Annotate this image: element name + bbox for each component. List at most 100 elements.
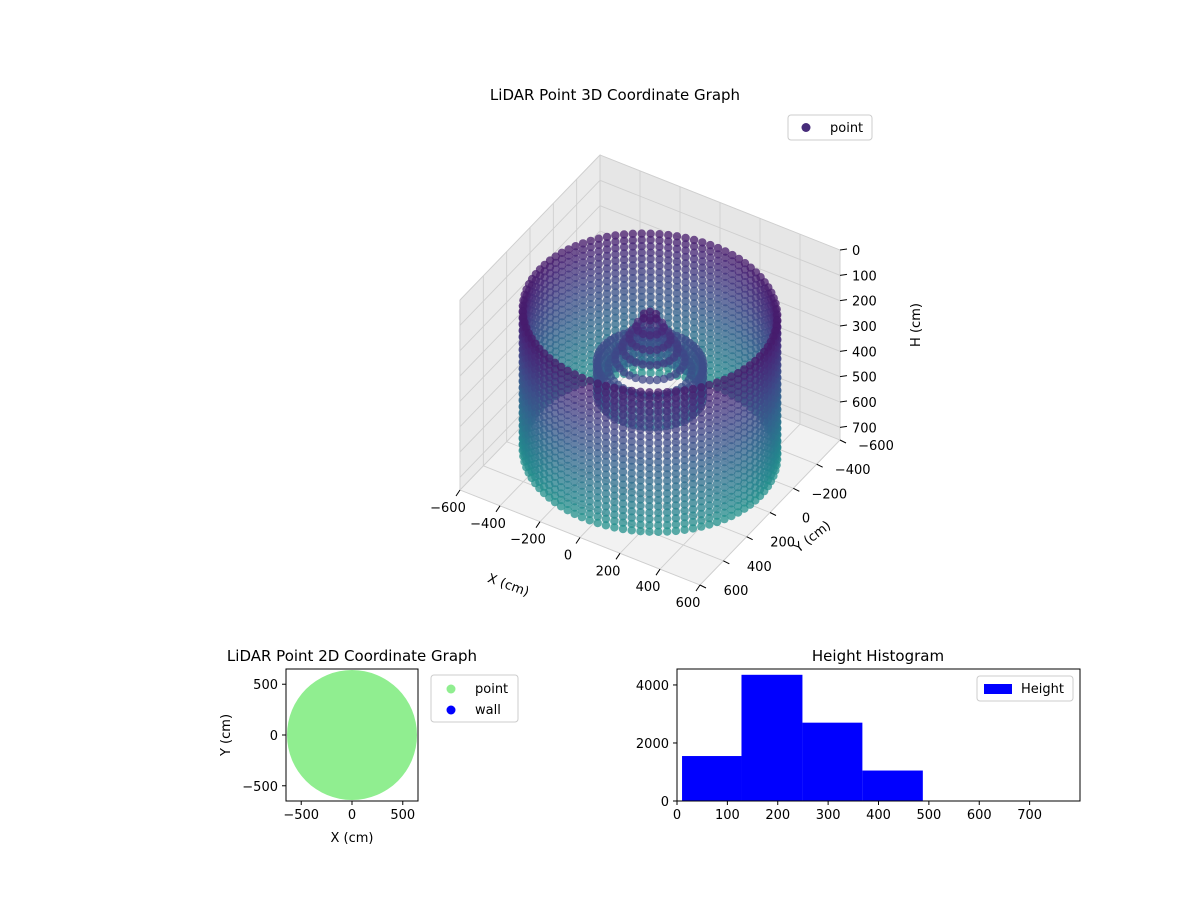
lidar-point [563,474,572,483]
lidar-point [610,485,619,494]
lidar-point [601,521,611,530]
lidar-point [697,522,706,531]
lidar-point [638,329,648,339]
lidar-point [578,296,588,305]
lidar-point [636,482,645,491]
z-tick-mark [839,349,848,352]
lidar-point [706,247,715,256]
y-tick-mark [769,512,777,516]
lidar-point [610,396,619,405]
lidar-point [712,454,722,463]
lidar-point [571,362,580,371]
lidar-point [570,389,579,398]
lidar-point [602,302,612,311]
lidar-point [577,418,587,427]
z-tick-label: 200 [852,295,877,310]
lidar-point [563,455,572,464]
lidar-point [646,267,655,276]
lidar-point [740,365,749,374]
lidar-point [672,289,682,298]
lidar-point [688,454,698,463]
lidar-point [601,464,611,473]
lidar-point [654,438,663,448]
lidar-point [664,275,673,284]
lidar-point [654,426,663,435]
lidar-point [689,280,699,289]
lidar-point [713,288,723,297]
lidar-point [611,282,620,291]
lidar-point [664,313,673,322]
z-tick-label: 400 [852,345,877,360]
lidar-point [654,400,663,410]
lidar-point [720,413,729,422]
lidar-point [646,368,655,378]
lidar-point [697,433,706,443]
lidar-point [550,358,560,367]
lidar-point [619,280,629,290]
chart-3d: −600−400−2000200400600−600−400−200020040… [430,86,924,611]
lidar-point [594,335,603,345]
lidar-point [733,483,743,492]
histogram-bar [682,756,742,801]
lidar-point [577,380,587,389]
lidar-point [593,506,602,515]
lidar-point [721,329,730,338]
lidar-point [698,314,707,323]
lidar-point [585,471,594,481]
lidar-point [618,410,628,420]
lidar-point [646,299,655,308]
lidar-point [671,425,681,434]
lidar-point [721,291,730,300]
lidar-point [602,270,612,280]
lidar-point [664,281,673,290]
lidar-point [577,475,587,484]
lidar-point [564,327,573,336]
lidar-point [663,470,672,479]
lidar-point [697,478,706,487]
lidar-point [672,257,682,266]
lidar-point [602,245,612,254]
z-tick-mark [839,400,848,403]
lidar-point [697,490,706,500]
lidar-point [712,422,722,432]
lidar-point [733,419,743,428]
lidar-point [720,489,729,498]
lidar-point [563,379,572,388]
lidar-point [645,413,654,422]
lidar-point [593,430,602,439]
x-tick-label: −600 [430,501,466,516]
lidar-point [706,367,715,376]
3d-points [518,229,782,536]
lidar-point [720,438,729,448]
lidar-point [680,462,689,471]
lidar-point [680,449,689,458]
lidar-point [705,520,714,529]
lidar-point [663,400,672,409]
lidar-point [727,435,736,445]
lidar-point [637,261,646,270]
lidar-point [697,509,706,519]
lidar-point [636,508,645,517]
chart2d-title: LiDAR Point 2D Coordinate Graph [227,647,477,665]
lidar-point [563,430,572,439]
lidar-point [645,451,654,460]
lidar-point [720,394,729,403]
lidar-point [663,413,672,422]
lidar-point [601,483,611,492]
lidar-point [564,340,573,349]
lidar-point [578,264,588,273]
lidar-point [556,375,566,384]
lidar-point [688,448,698,457]
lidar-point [705,412,714,421]
lidar-point [636,406,645,415]
lidar-point [611,288,620,297]
histogram-title: Height Histogram [812,647,944,665]
lidar-point [727,454,736,464]
lidar-point [654,419,663,429]
y-tick-label: 2000 [636,737,669,752]
lidar-point [705,425,714,434]
lidar-point [556,400,566,410]
lidar-point [637,267,646,276]
lidar-point [628,229,637,238]
lidar-point [577,449,587,459]
